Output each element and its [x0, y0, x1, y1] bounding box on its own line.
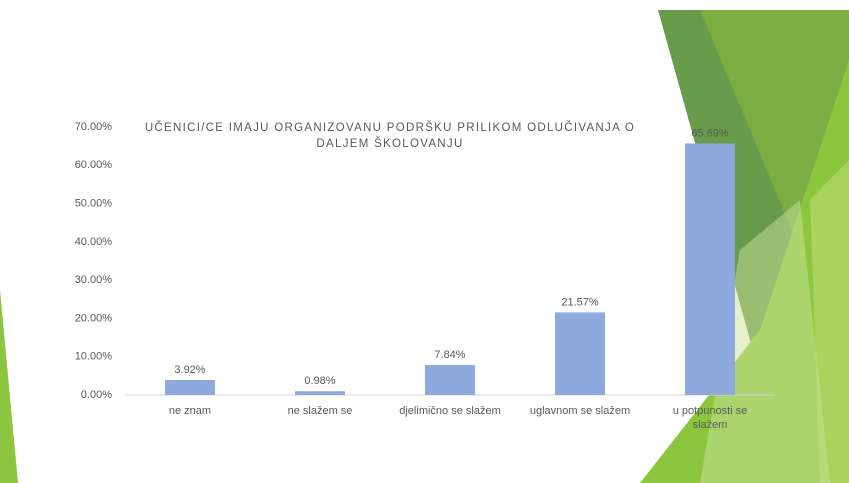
chart-title: UČENICI/CE IMAJU ORGANIZOVANU PODRŠKU PR…: [130, 120, 650, 152]
slide: 0.00% 10.00% 20.00% 30.00% 40.00% 50.00% 60.00…: [0, 0, 849, 483]
y-tick-label: 60.00%: [75, 159, 113, 171]
value-label: 21.57%: [561, 296, 599, 308]
x-tick-label: ne slažem se: [255, 404, 385, 418]
bar: [295, 391, 345, 395]
y-tick-label: 70.00%: [75, 121, 113, 133]
x-tick-label: u potpunosti se slažem: [665, 404, 755, 432]
y-tick-label: 40.00%: [75, 236, 113, 248]
x-tick-label: djelimično se slažem: [385, 404, 515, 418]
value-label: 7.84%: [434, 349, 465, 361]
y-tick-label: 20.00%: [75, 312, 113, 324]
bar: [555, 312, 605, 395]
y-tick-label: 10.00%: [75, 351, 113, 363]
bar: [425, 365, 475, 395]
y-tick-label: 50.00%: [75, 197, 113, 209]
x-tick-label: ne znam: [125, 404, 255, 418]
y-tick-label: 30.00%: [75, 274, 113, 286]
value-label: 0.98%: [304, 375, 335, 387]
left-accent: [0, 290, 18, 483]
x-tick-label: uglavnom se slažem: [515, 404, 645, 418]
value-label: 3.92%: [174, 364, 205, 376]
bar: [685, 144, 735, 395]
value-label: 65.69%: [691, 127, 729, 139]
y-tick-label: 0.00%: [81, 389, 112, 401]
bar: [165, 380, 215, 395]
